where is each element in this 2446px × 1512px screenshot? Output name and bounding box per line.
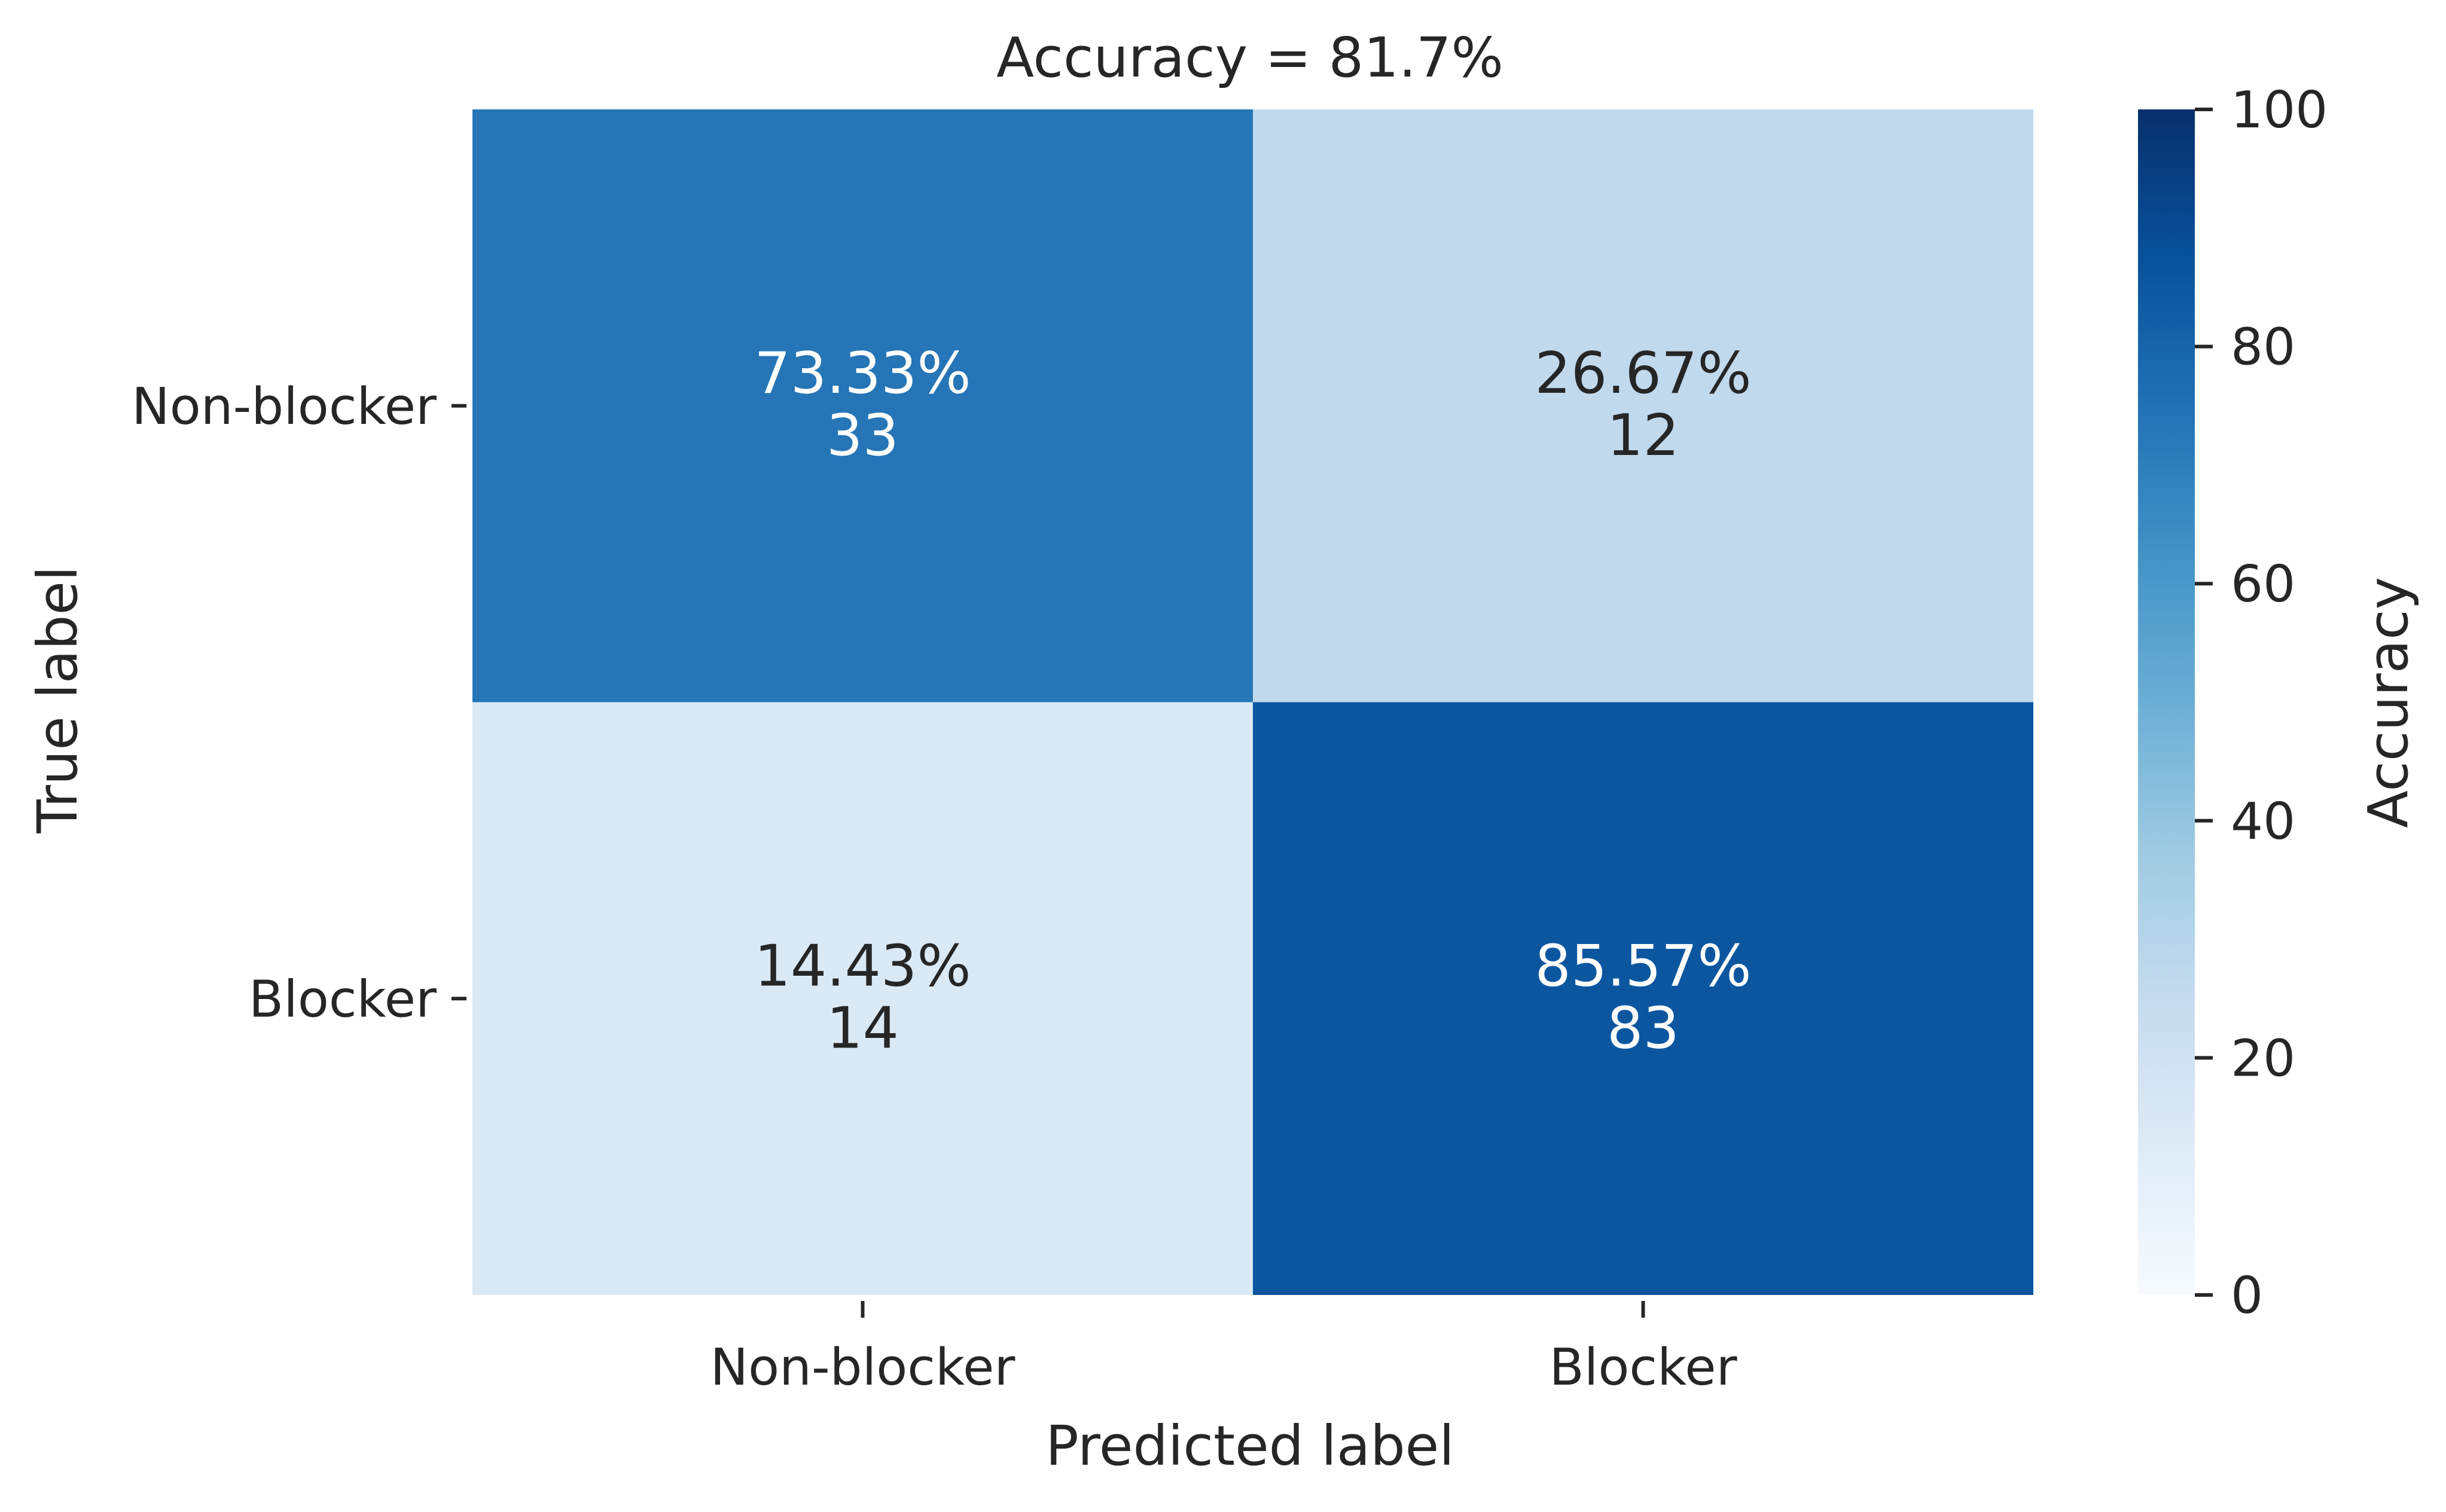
colorbar-tick-label: 0 — [2231, 1266, 2263, 1325]
cell-percent-label: 14.43% — [754, 933, 971, 999]
x-tick-label: Non-blocker — [710, 1338, 1015, 1397]
heatmap-cell — [472, 702, 1253, 1295]
y-axis-ticks: Non-blocker Blocker — [132, 377, 466, 1029]
cell-count-label: 83 — [1607, 995, 1679, 1061]
y-tick-label: Blocker — [249, 970, 437, 1029]
cell-count-label: 12 — [1607, 403, 1679, 469]
colorbar-ticks: 0 20 40 60 80 100 — [2195, 81, 2328, 1325]
x-axis-label: Predicted label — [1045, 1414, 1454, 1478]
y-tick-label: Non-blocker — [132, 377, 437, 436]
x-axis-ticks: Non-blocker Blocker — [710, 1301, 1737, 1397]
colorbar — [2138, 109, 2195, 1295]
heatmap-cell — [472, 109, 1253, 702]
colorbar-tick-label: 20 — [2231, 1029, 2295, 1088]
cell-percent-label: 26.67% — [1535, 341, 1751, 407]
colorbar-tick-label: 40 — [2231, 792, 2295, 851]
cell-percent-label: 73.33% — [754, 341, 971, 407]
colorbar-label: Accuracy — [2356, 577, 2420, 828]
cell-count-label: 14 — [826, 995, 899, 1061]
y-axis-label: True label — [26, 566, 90, 833]
heatmap-cell — [1253, 702, 2033, 1295]
heatmap-cells: 73.33%33 26.67%12 14.43%14 85.57%83 — [472, 109, 2033, 1295]
x-tick-label: Blocker — [1549, 1338, 1737, 1397]
colorbar-tick-label: 100 — [2231, 81, 2328, 140]
heatmap-cell — [1253, 109, 2033, 702]
chart-title: Accuracy = 81.7% — [996, 26, 1503, 90]
cell-count-label: 33 — [826, 403, 899, 469]
colorbar-tick-label: 60 — [2231, 555, 2295, 614]
cell-percent-label: 85.57% — [1535, 933, 1751, 999]
colorbar-tick-label: 80 — [2231, 318, 2295, 377]
